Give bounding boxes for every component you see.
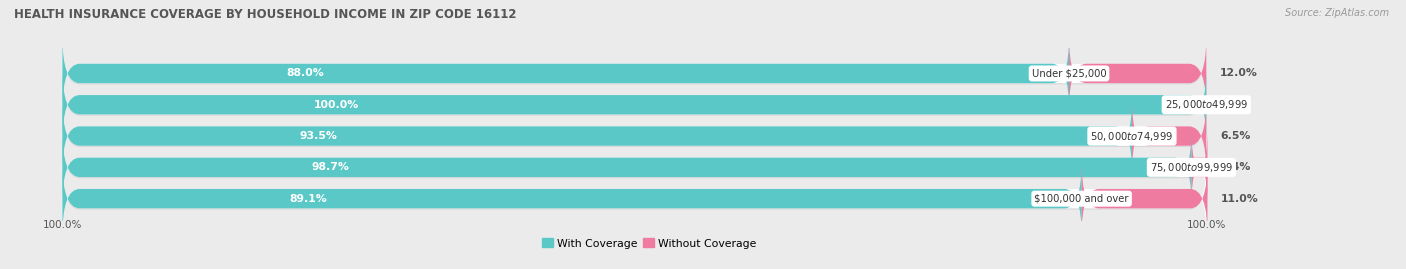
- Text: $25,000 to $49,999: $25,000 to $49,999: [1164, 98, 1249, 111]
- FancyBboxPatch shape: [62, 68, 1206, 142]
- Text: 0.0%: 0.0%: [1220, 100, 1250, 110]
- Text: 12.0%: 12.0%: [1220, 69, 1258, 79]
- Text: Under $25,000: Under $25,000: [1032, 69, 1107, 79]
- Text: HEALTH INSURANCE COVERAGE BY HOUSEHOLD INCOME IN ZIP CODE 16112: HEALTH INSURANCE COVERAGE BY HOUSEHOLD I…: [14, 8, 516, 21]
- FancyBboxPatch shape: [1132, 99, 1206, 173]
- Text: 89.1%: 89.1%: [290, 194, 328, 204]
- FancyBboxPatch shape: [62, 68, 1206, 142]
- FancyBboxPatch shape: [62, 37, 1206, 111]
- FancyBboxPatch shape: [62, 36, 1069, 111]
- FancyBboxPatch shape: [62, 163, 1206, 236]
- Text: 6.5%: 6.5%: [1220, 131, 1250, 141]
- Text: $50,000 to $74,999: $50,000 to $74,999: [1090, 130, 1174, 143]
- FancyBboxPatch shape: [62, 99, 1206, 173]
- FancyBboxPatch shape: [62, 130, 1191, 205]
- Text: 93.5%: 93.5%: [299, 131, 337, 141]
- FancyBboxPatch shape: [62, 161, 1081, 236]
- FancyBboxPatch shape: [62, 100, 1206, 173]
- FancyBboxPatch shape: [1191, 130, 1209, 205]
- Text: 88.0%: 88.0%: [287, 69, 325, 79]
- Text: 100.0%: 100.0%: [42, 220, 82, 230]
- FancyBboxPatch shape: [62, 36, 1206, 111]
- Legend: With Coverage, Without Coverage: With Coverage, Without Coverage: [537, 234, 761, 253]
- FancyBboxPatch shape: [62, 99, 1132, 173]
- Text: 1.4%: 1.4%: [1222, 162, 1251, 172]
- Text: $100,000 and over: $100,000 and over: [1035, 194, 1129, 204]
- Text: $75,000 to $99,999: $75,000 to $99,999: [1150, 161, 1233, 174]
- Text: 100.0%: 100.0%: [314, 100, 360, 110]
- FancyBboxPatch shape: [62, 69, 1206, 142]
- Text: Source: ZipAtlas.com: Source: ZipAtlas.com: [1285, 8, 1389, 18]
- FancyBboxPatch shape: [62, 131, 1206, 205]
- Text: 98.7%: 98.7%: [311, 162, 349, 172]
- FancyBboxPatch shape: [62, 161, 1206, 236]
- FancyBboxPatch shape: [1081, 161, 1208, 236]
- FancyBboxPatch shape: [1069, 36, 1206, 111]
- Text: 11.0%: 11.0%: [1222, 194, 1258, 204]
- FancyBboxPatch shape: [62, 130, 1206, 205]
- Text: 100.0%: 100.0%: [1187, 220, 1226, 230]
